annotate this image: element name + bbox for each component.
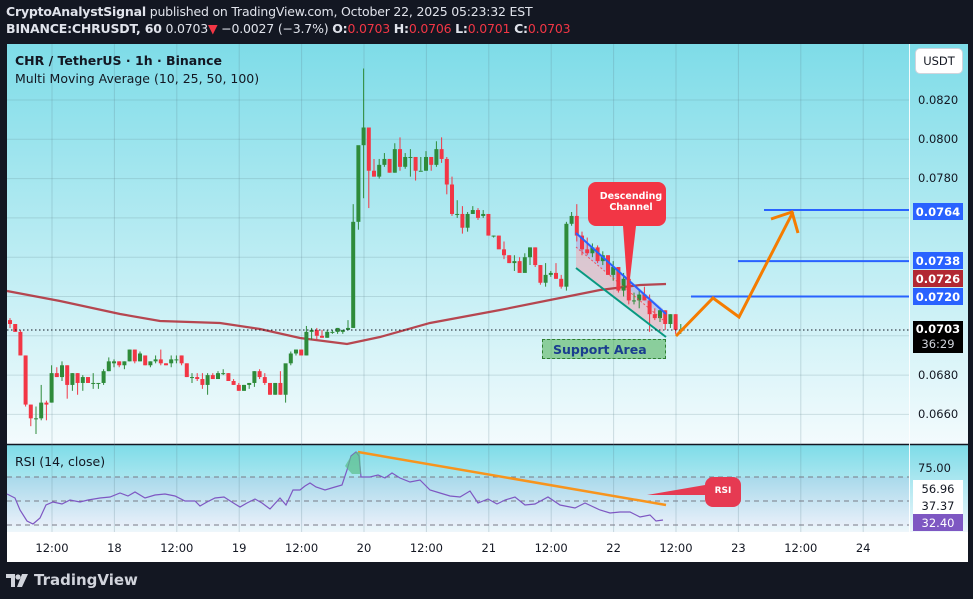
time-axis-bg	[7, 532, 968, 562]
time-tick: 19	[231, 541, 247, 555]
high-label: H:	[393, 21, 409, 36]
channel-lower-line[interactable]	[575, 267, 667, 338]
open-value: 0.0703	[347, 21, 390, 36]
chart-title: CHR / TetherUS · 1h · Binance	[15, 53, 222, 68]
descending-channel-callout[interactable]	[588, 182, 666, 296]
time-tick: 12:00	[35, 541, 69, 555]
tradingview-logo-text: TradingView	[34, 571, 138, 589]
price-change: −0.0027 (−3.7%)	[221, 21, 329, 36]
symbol-ohlc-row: BINANCE:CHRUSDT, 60 0.0703▼ −0.0027 (−3.…	[6, 21, 571, 36]
rsi-level-lines	[7, 476, 909, 526]
projection-arrow[interactable]	[674, 211, 795, 338]
last-price: 0.0703	[165, 21, 209, 36]
rsi-tick: 37.37	[913, 497, 963, 514]
rsi-current-badge: 32.40	[913, 514, 963, 531]
publish-info: CryptoAnalystSignal published on Trading…	[6, 4, 533, 19]
rsi-callout[interactable]	[647, 477, 741, 507]
channel-upper-line[interactable]	[575, 232, 667, 315]
channel-mid-line	[575, 246, 664, 321]
time-tick: 12:00	[784, 541, 818, 555]
rsi-label[interactable]: RSI (14, close)	[15, 454, 106, 469]
low-label: L:	[455, 21, 468, 36]
bar-countdown: 36:29	[921, 337, 955, 351]
time-tick: 24	[855, 541, 871, 555]
rsi-overbought-fill	[345, 452, 361, 474]
rsi-tick: 56.96	[913, 480, 963, 497]
published-text: published on TradingView.com, October 22…	[149, 4, 533, 19]
candlesticks	[8, 68, 683, 435]
time-tick: 12:00	[659, 541, 693, 555]
time-tick: 12:00	[409, 541, 443, 555]
time-tick: 22	[606, 541, 621, 555]
rsi-trendline[interactable]	[357, 450, 667, 507]
current-price: 0.0703	[915, 322, 961, 336]
close-label: C:	[514, 21, 528, 36]
level-badge-0764: 0.0764	[913, 203, 963, 220]
price-tick: 0.0660	[918, 407, 959, 421]
down-arrow-icon: ▼	[208, 21, 218, 36]
rsi-line	[6, 451, 664, 525]
level-badge-0738: 0.0738	[913, 252, 963, 269]
high-value: 0.0706	[408, 21, 452, 36]
tradingview-logo[interactable]: TradingView	[6, 571, 138, 589]
time-tick: 12:00	[160, 541, 194, 555]
currency-button[interactable]: USDT	[916, 49, 962, 73]
rsi-tick: 75.00	[918, 461, 951, 475]
author-name: CryptoAnalystSignal	[6, 4, 146, 19]
time-tick: 21	[481, 541, 497, 555]
price-tick: 0.0780	[918, 171, 959, 185]
time-tick: 23	[731, 541, 746, 555]
descending-channel-text: Descending Channel	[599, 191, 663, 213]
price-tick: 0.0820	[918, 93, 959, 107]
support-area-box[interactable]: Support Area	[542, 339, 666, 359]
price-tick: 0.0800	[918, 132, 959, 146]
open-label: O:	[332, 21, 348, 36]
time-tick: 12:00	[285, 541, 319, 555]
price-tick: 0.0680	[918, 368, 959, 382]
low-value: 0.0701	[467, 21, 511, 36]
rsi-callout-text: RSI	[714, 486, 732, 496]
time-tick: 12:00	[534, 541, 568, 555]
indicator-label[interactable]: Multi Moving Average (10, 25, 50, 100)	[15, 71, 260, 86]
time-tick: 20	[356, 541, 372, 555]
arrow-head-icon	[770, 210, 800, 234]
ma-100-line	[6, 282, 667, 346]
time-tick: 18	[107, 541, 122, 555]
level-badge-0720: 0.0720	[913, 288, 963, 305]
tradingview-logo-icon	[6, 573, 28, 587]
main-pane-bg	[7, 44, 968, 444]
symbol-label: BINANCE:CHRUSDT, 60	[6, 21, 162, 36]
grid-lines	[7, 44, 909, 532]
ma-badge-0726: 0.0726	[913, 270, 963, 287]
current-price-badge: 0.0703 36:29	[913, 321, 963, 353]
close-value: 0.0703	[527, 21, 571, 36]
